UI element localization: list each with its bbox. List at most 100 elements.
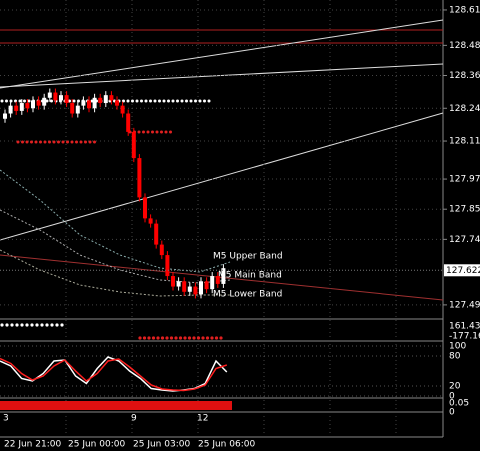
indicator-dot bbox=[5, 99, 8, 103]
lower-label: 0 bbox=[449, 408, 455, 418]
candle-body bbox=[42, 97, 47, 106]
candle-body bbox=[159, 244, 164, 256]
indicator-dot bbox=[158, 99, 161, 103]
candle-body bbox=[137, 158, 142, 198]
indicator-dot bbox=[151, 130, 154, 134]
indicator-dot bbox=[174, 336, 178, 340]
indicator-dot bbox=[45, 99, 49, 103]
band-label: M5 Upper Band bbox=[213, 252, 283, 262]
indicator-dot bbox=[84, 140, 87, 144]
lower-label: 0.05 bbox=[449, 399, 469, 409]
candle-body bbox=[176, 281, 181, 287]
indicator-dot bbox=[178, 336, 183, 340]
indicator-dot bbox=[23, 99, 26, 103]
indicator-dot bbox=[88, 140, 92, 144]
candle-body bbox=[165, 255, 170, 277]
indicator-dot bbox=[183, 336, 187, 340]
indicator-dot bbox=[34, 140, 38, 144]
y-tick-label: 128.240 bbox=[449, 104, 480, 114]
y-tick-label: 128.615 bbox=[449, 5, 480, 15]
bar-number: 12 bbox=[197, 414, 208, 424]
indicator-dot bbox=[18, 99, 22, 103]
candle-body bbox=[8, 105, 13, 114]
candle-body bbox=[103, 95, 108, 104]
indicator-dot bbox=[5, 323, 9, 327]
indicator-dot bbox=[75, 140, 78, 144]
candle-body bbox=[98, 97, 103, 104]
y-tick-label: 128.115 bbox=[449, 137, 480, 147]
indicator-dot bbox=[155, 130, 159, 134]
indicator-dot bbox=[160, 336, 165, 340]
cci-label: -177.161 bbox=[449, 332, 480, 342]
candle-body bbox=[143, 197, 147, 219]
candle-body bbox=[199, 281, 203, 295]
indicator-dot bbox=[79, 140, 83, 144]
indicator-dot bbox=[40, 323, 44, 327]
band-label: M5 Lower Band bbox=[213, 290, 282, 300]
indicator-dot bbox=[61, 140, 65, 144]
x-label: 25 Jun 00:00 bbox=[68, 440, 125, 450]
candle-body bbox=[25, 103, 30, 109]
y-tick-label: 127.490 bbox=[449, 300, 480, 310]
indicator-dot bbox=[138, 336, 142, 340]
candle-body bbox=[204, 281, 209, 290]
candle-body bbox=[109, 95, 114, 101]
indicator-dot bbox=[153, 99, 157, 103]
candle-body bbox=[87, 100, 91, 109]
indicator-dot bbox=[0, 323, 4, 327]
indicator-dot bbox=[176, 99, 179, 103]
candle-body bbox=[81, 100, 86, 106]
candle-body bbox=[115, 100, 119, 106]
indicator-dot bbox=[196, 336, 201, 340]
indicator-dot bbox=[140, 99, 143, 103]
x-label: 22 Jun 21:00 bbox=[4, 440, 61, 450]
candle-body bbox=[64, 95, 69, 104]
indicator-dot bbox=[171, 99, 175, 103]
band-label: M5 Main Band bbox=[218, 271, 282, 281]
candle-body bbox=[59, 95, 63, 101]
indicator-dot bbox=[151, 336, 156, 340]
indicator-dot bbox=[39, 140, 42, 144]
indicator-dot bbox=[68, 99, 71, 103]
candle-body bbox=[75, 105, 80, 114]
candle-body bbox=[221, 268, 226, 284]
cci-label: 161.4373 bbox=[449, 322, 480, 332]
candle-body bbox=[19, 103, 24, 111]
indicator-dot bbox=[214, 336, 219, 340]
indicator-dot bbox=[25, 323, 29, 327]
indicator-dot bbox=[50, 323, 54, 327]
indicator-dot bbox=[169, 336, 174, 340]
y-tick-label: 127.855 bbox=[449, 205, 480, 215]
candle-body bbox=[3, 113, 7, 119]
indicator-dot bbox=[169, 130, 172, 134]
indicator-dot bbox=[27, 99, 31, 103]
candle-body bbox=[36, 100, 41, 106]
level-label: 100 bbox=[449, 342, 466, 352]
indicator-dot bbox=[162, 99, 166, 103]
indicator-dot bbox=[167, 99, 170, 103]
indicator-dot bbox=[142, 130, 145, 134]
indicator-dot bbox=[126, 99, 130, 103]
indicator-dot bbox=[207, 99, 211, 103]
candle-body bbox=[210, 276, 215, 290]
indicator-dot bbox=[137, 130, 141, 134]
indicator-dot bbox=[144, 99, 148, 103]
indicator-dot bbox=[93, 140, 96, 144]
candle-body bbox=[131, 131, 136, 159]
indicator-dot bbox=[185, 99, 188, 103]
indicator-dot bbox=[43, 140, 47, 144]
candle-body bbox=[31, 100, 35, 109]
indicator-dot bbox=[15, 323, 19, 327]
indicator-dot bbox=[50, 99, 53, 103]
candle-body bbox=[187, 286, 192, 292]
indicator-dot bbox=[146, 130, 150, 134]
indicator-dot bbox=[10, 323, 14, 327]
bar-number: 3 bbox=[3, 414, 9, 424]
indicator-dot bbox=[164, 130, 168, 134]
indicator-dot bbox=[0, 99, 4, 103]
candle-body bbox=[14, 105, 19, 111]
indicator-dot bbox=[57, 140, 60, 144]
